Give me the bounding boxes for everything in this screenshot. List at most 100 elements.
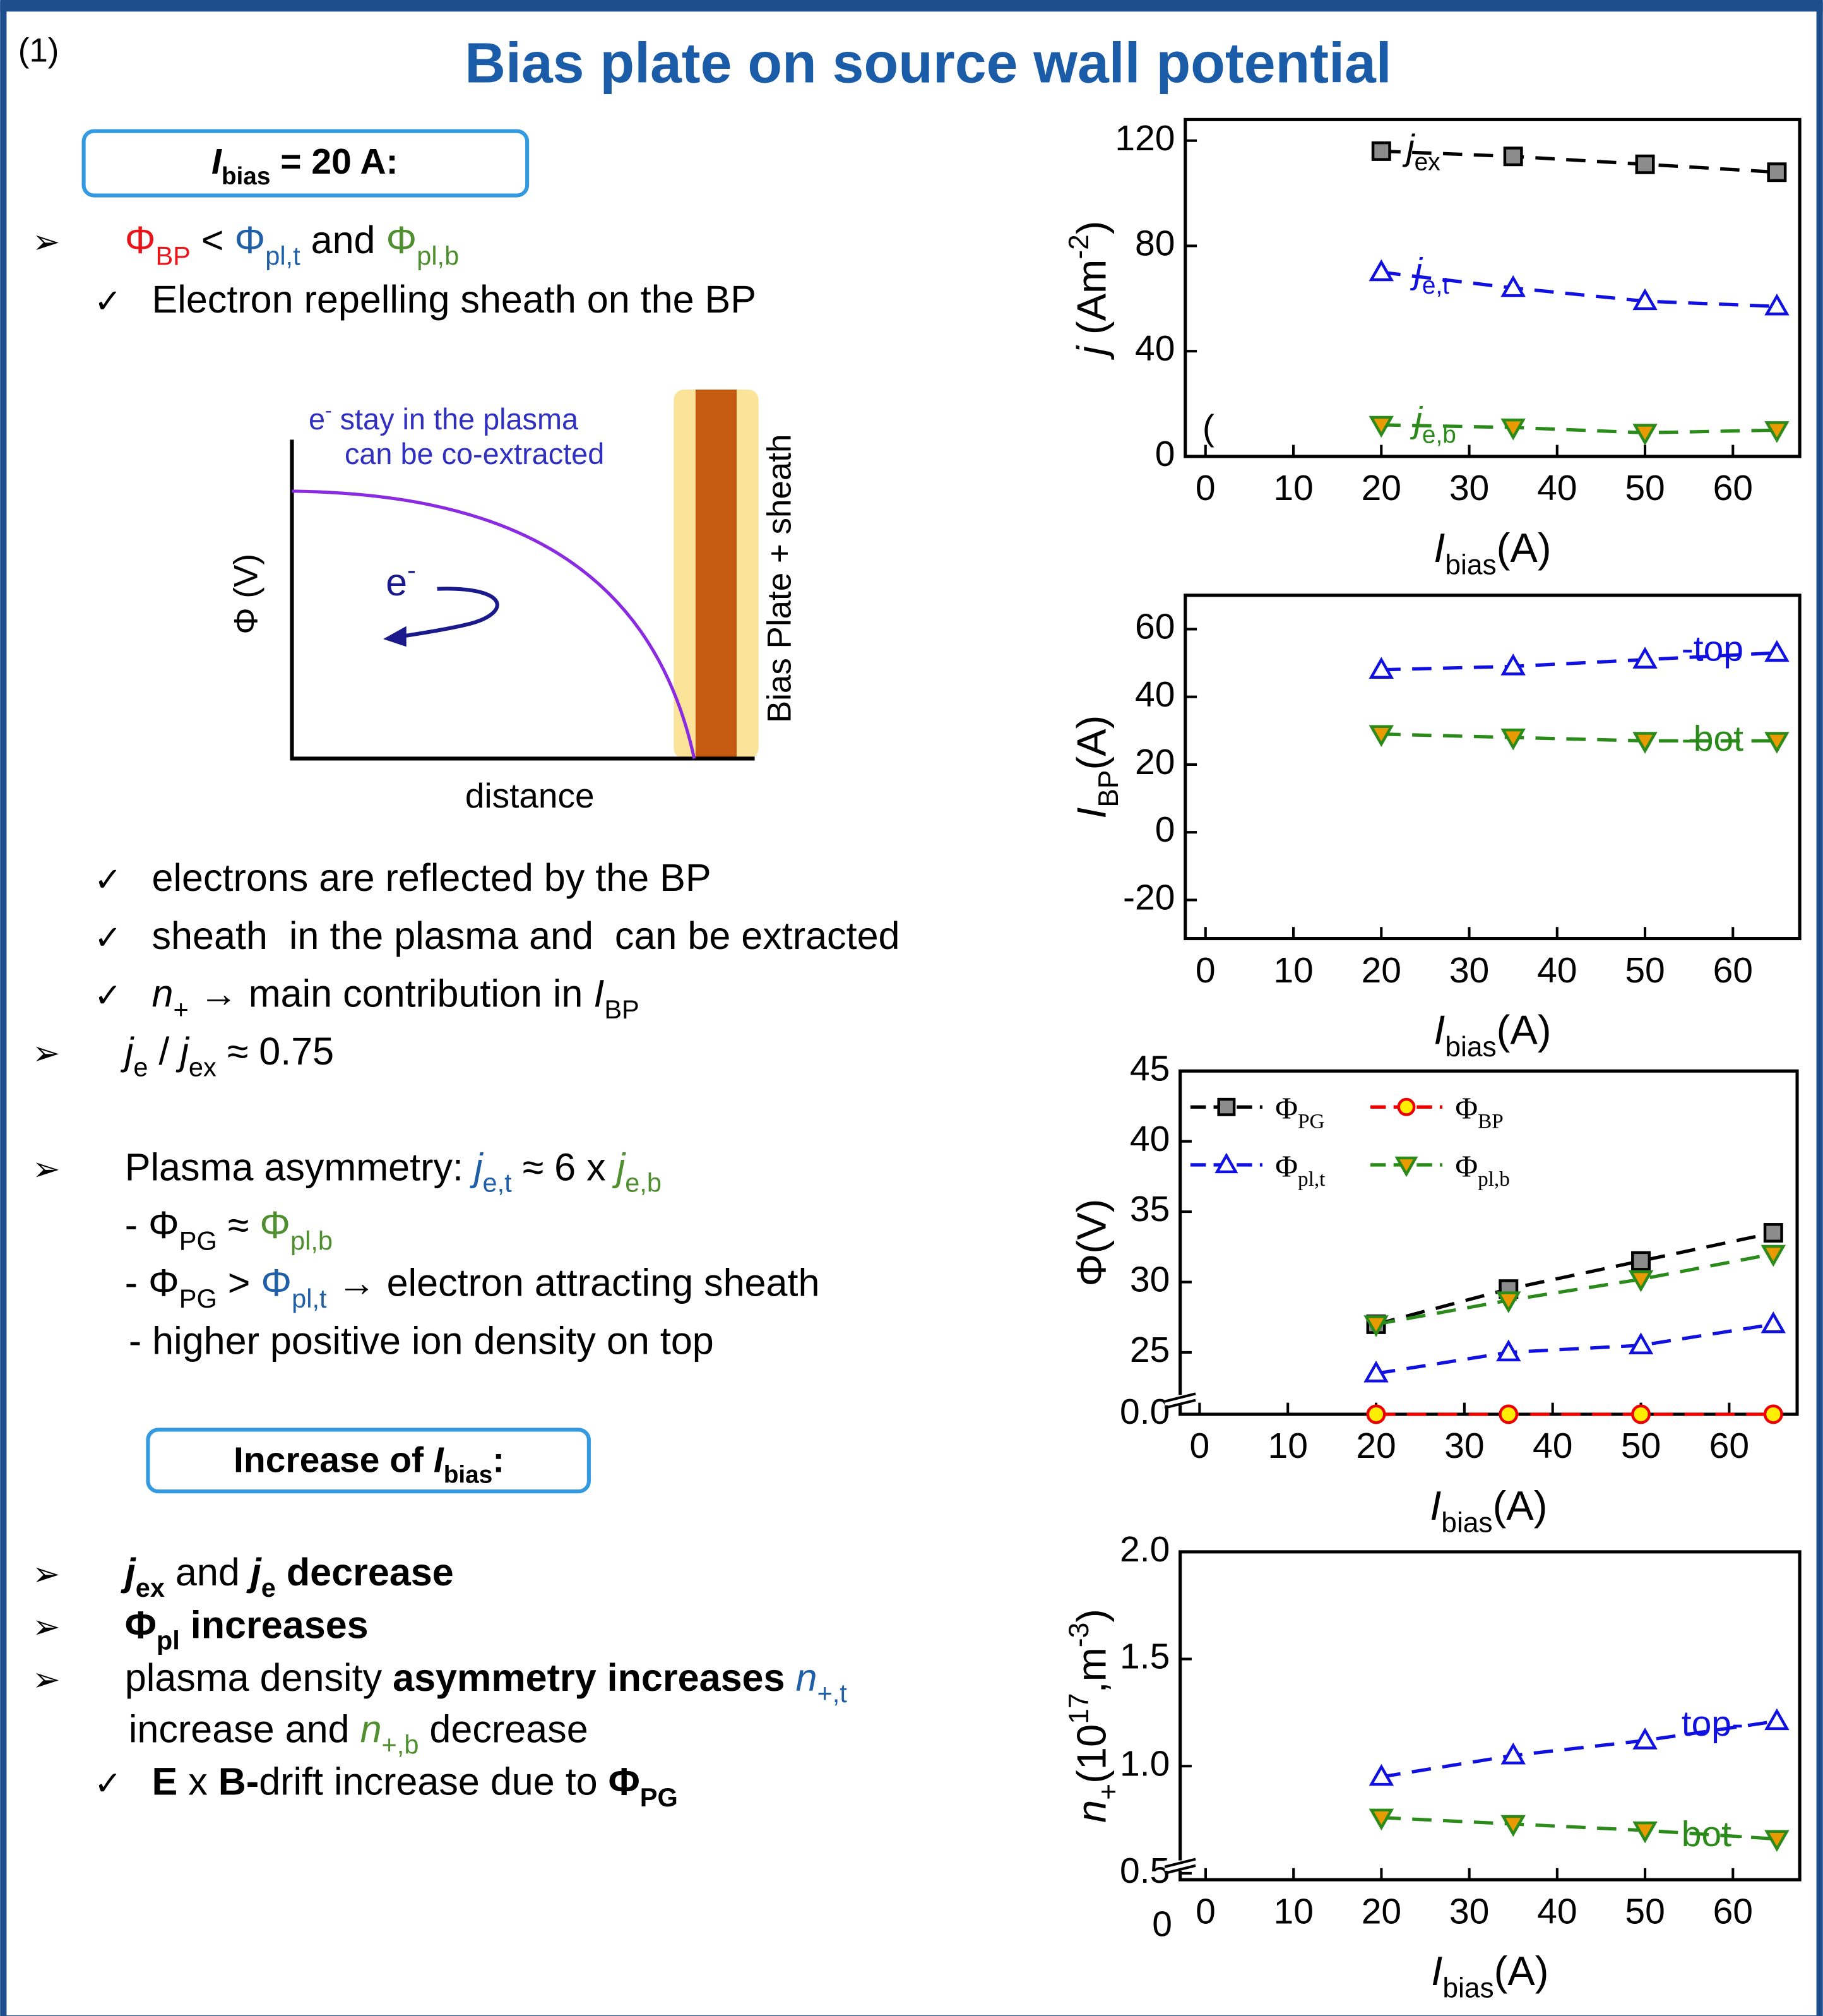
text-run: x: [177, 1760, 218, 1803]
text-run: e,t: [1422, 272, 1449, 299]
y-tick-label: 0: [1155, 809, 1175, 850]
text-run: I: [1068, 808, 1114, 819]
text-run: top-: [1682, 1703, 1743, 1744]
text-run: I: [434, 1440, 444, 1481]
text-run: pl,t: [292, 1284, 327, 1313]
text-run: (A): [1497, 1007, 1552, 1053]
marker: [1764, 293, 1790, 316]
series-line: [1381, 1816, 1778, 1841]
text-run: Plasma asymmetry:: [125, 1145, 474, 1188]
y-tick-label: 120: [1115, 118, 1175, 158]
text-run: asymmetry increases: [393, 1656, 785, 1699]
bullet-text: increase and n+,b decrease: [129, 1707, 588, 1759]
text-run: decrease: [419, 1707, 588, 1750]
box-text: Increase of Ibias:: [234, 1440, 504, 1489]
text-run: I: [593, 972, 604, 1015]
marker: [1628, 1332, 1654, 1354]
text-run: increase and: [129, 1707, 360, 1750]
plot-frame: [1179, 1069, 1799, 1416]
text-run: bias: [1441, 1508, 1492, 1539]
bullet-text: jex and je decrease: [121, 1551, 454, 1602]
text-run: >: [217, 1261, 261, 1304]
y-tick-label: 1.0: [1120, 1743, 1170, 1784]
bullet-text: Plasma asymmetry: je,t ≈ 6 x je,b: [125, 1145, 662, 1197]
marker: [1369, 415, 1394, 438]
text-run: +: [173, 994, 188, 1024]
marker: [1763, 1404, 1783, 1424]
electron-label: e-: [386, 555, 416, 604]
marker: [1371, 141, 1391, 161]
x-tick-label: 20: [1362, 468, 1401, 508]
series-line: [1381, 732, 1777, 743]
text-run: (A): [1493, 1482, 1548, 1529]
marker: [1764, 732, 1790, 754]
text-run: pl,b: [290, 1226, 333, 1255]
plot-frame: [1184, 593, 1802, 941]
y-tick-label: 40: [1135, 674, 1175, 715]
diagram-axes: [290, 439, 755, 761]
marker: [1500, 275, 1526, 297]
text-run: I: [1434, 525, 1445, 571]
bullet: ✓: [94, 1765, 122, 1803]
bullet-text: n+ → main contribution in IBP: [152, 972, 639, 1023]
text-run: bias: [222, 163, 271, 190]
y-tick-label: 30: [1130, 1260, 1170, 1300]
text-run: Φ: [261, 1261, 292, 1304]
text-run: n: [796, 1656, 817, 1699]
x-tick-label: 60: [1713, 1891, 1753, 1931]
series-line: [1381, 651, 1778, 672]
x-tick-label: 30: [1449, 950, 1489, 991]
x-tick-label: 20: [1356, 1426, 1396, 1466]
x-tick-label: 10: [1273, 1891, 1313, 1931]
annotation: (: [1202, 407, 1214, 448]
text-run: bot-: [1682, 1814, 1743, 1854]
marker: [1500, 728, 1526, 751]
marker: [1764, 421, 1790, 443]
x-axis-label: Ibias(A): [1434, 525, 1551, 581]
x-axis-label: Ibias(A): [1431, 1948, 1548, 2004]
text-run: -2: [1064, 234, 1095, 259]
marker: [1394, 1156, 1418, 1178]
bullet-text: E x B-drift increase due to ΦPG: [152, 1760, 678, 1812]
marker: [1767, 162, 1787, 182]
diagram-note: can be co-extracted: [345, 438, 604, 470]
axis-break: [1164, 1399, 1196, 1409]
diagram-y-label: Φ (V): [227, 554, 264, 635]
text-run: decrease: [276, 1551, 454, 1594]
text-run: +,t: [817, 1678, 847, 1708]
marker: [1363, 1315, 1389, 1337]
x-tick-label: 40: [1537, 1891, 1577, 1931]
x-tick-label: 40: [1533, 1426, 1572, 1466]
text-run: BP: [604, 994, 639, 1024]
marker: [1761, 1244, 1786, 1267]
bullet-text: sheath in the plasma and can be extracte…: [152, 914, 900, 957]
bullet: ➢: [32, 1035, 60, 1072]
text-run: -3: [1064, 1623, 1095, 1647]
bullet-text: - ΦPG ≈ Φpl,b: [125, 1203, 333, 1255]
text-run: increases: [180, 1603, 369, 1646]
text-run: -bot: [1682, 719, 1743, 759]
text-run: BP: [155, 241, 190, 270]
y-axis-label: IBP(A): [1068, 715, 1124, 819]
x-tick-label: 20: [1362, 1891, 1401, 1931]
text-run: bias: [1445, 549, 1496, 580]
text-run: bias: [444, 1462, 493, 1489]
plot-frame: [1179, 1550, 1802, 1882]
box: [146, 1428, 591, 1494]
marker: [1632, 288, 1658, 311]
bullet: ✓: [94, 919, 122, 957]
marker: [1631, 1251, 1651, 1271]
x-tick-label: 30: [1444, 1426, 1484, 1466]
marker: [1369, 1808, 1394, 1831]
series-label: -top: [1682, 629, 1743, 669]
bullet-text: plasma density asymmetry increases n+,t: [125, 1656, 848, 1708]
y-tick-label: -20: [1123, 877, 1175, 917]
text-run: ,m: [1068, 1647, 1114, 1693]
marker: [1635, 154, 1655, 174]
text-run: ): [1068, 1609, 1114, 1623]
legend-label: ΦBP: [1455, 1091, 1503, 1133]
marker: [1369, 657, 1394, 679]
y-tick-label: 20: [1135, 742, 1175, 782]
